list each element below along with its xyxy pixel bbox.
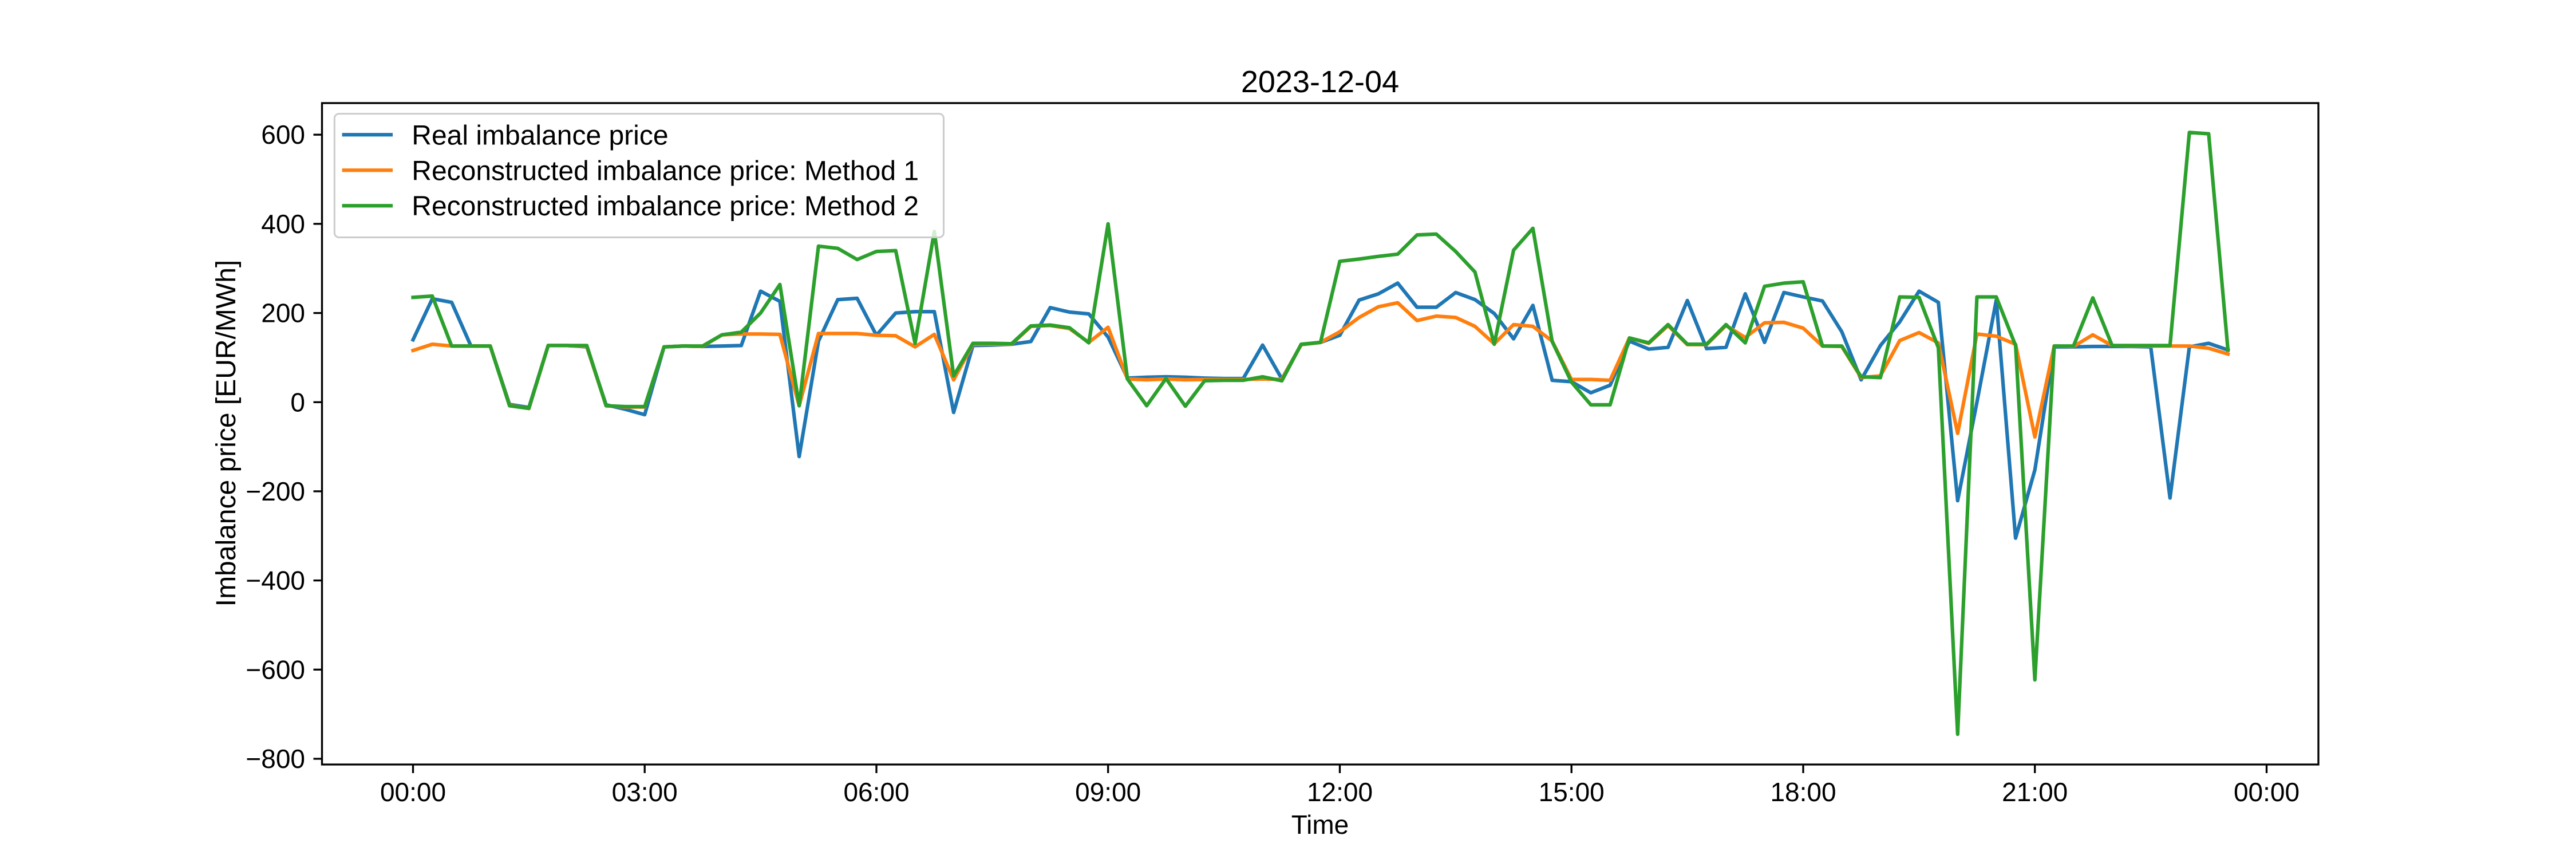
svg-text:00:00: 00:00 — [2234, 777, 2300, 807]
svg-text:03:00: 03:00 — [612, 777, 678, 807]
svg-text:Imbalance price [EUR/MWh]: Imbalance price [EUR/MWh] — [211, 260, 242, 607]
svg-text:Time: Time — [1291, 810, 1349, 840]
svg-text:−600: −600 — [246, 655, 305, 684]
svg-text:00:00: 00:00 — [380, 777, 446, 807]
svg-text:400: 400 — [261, 209, 305, 239]
svg-text:09:00: 09:00 — [1075, 777, 1141, 807]
svg-text:21:00: 21:00 — [2002, 777, 2068, 807]
svg-text:−400: −400 — [246, 566, 305, 596]
svg-text:Reconstructed imbalance price:: Reconstructed imbalance price: Method 1 — [412, 156, 919, 186]
svg-text:Reconstructed imbalance price:: Reconstructed imbalance price: Method 2 — [412, 191, 919, 222]
svg-text:18:00: 18:00 — [1770, 777, 1836, 807]
svg-text:200: 200 — [261, 298, 305, 328]
svg-text:15:00: 15:00 — [1539, 777, 1605, 807]
svg-text:600: 600 — [261, 120, 305, 149]
svg-text:Real imbalance price: Real imbalance price — [412, 120, 668, 151]
svg-text:06:00: 06:00 — [843, 777, 909, 807]
svg-text:−200: −200 — [246, 476, 305, 506]
svg-text:12:00: 12:00 — [1307, 777, 1373, 807]
svg-text:0: 0 — [290, 387, 305, 417]
svg-text:2023-12-04: 2023-12-04 — [1241, 65, 1399, 99]
svg-text:−800: −800 — [246, 744, 305, 774]
